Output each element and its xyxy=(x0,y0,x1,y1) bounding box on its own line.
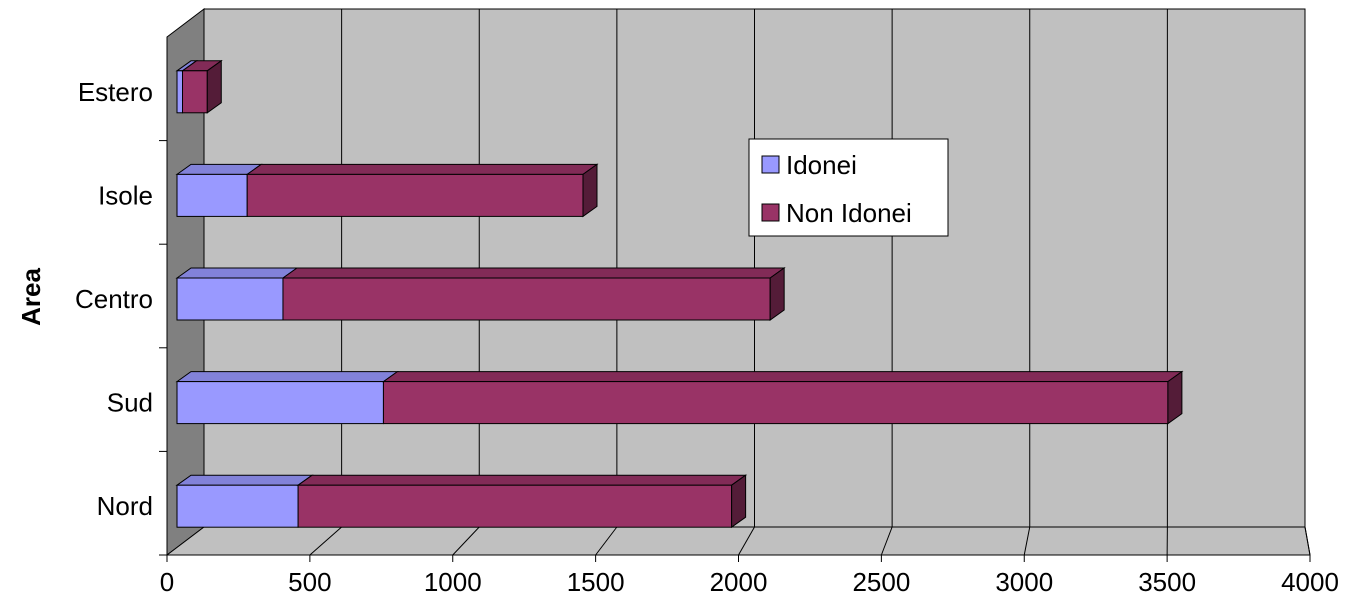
bar-top-idonei-nord xyxy=(175,474,314,486)
y-tick-label-isole: Isole xyxy=(98,180,153,210)
legend-swatch-1 xyxy=(761,203,780,222)
x-axis-ticks: 0 500 1000 1500 2000 2500 3000 3500 4000 xyxy=(160,555,1339,597)
chart-floor xyxy=(165,526,1311,556)
bar-non-idonei-nord xyxy=(297,484,733,528)
bar-top-non-idonei-centro xyxy=(281,267,786,279)
bar-idonei-isole xyxy=(176,173,248,217)
bar-top-non-idonei-nord xyxy=(296,474,748,486)
bar-side-isole xyxy=(582,163,598,218)
y-tick-label-nord: Nord xyxy=(97,491,153,521)
floor-line-1000 xyxy=(452,526,480,556)
bar-non-idonei-sud xyxy=(382,381,1169,425)
x-tick-label: 0 xyxy=(160,567,174,597)
legend-label-0: Idonei xyxy=(786,150,857,180)
legend-swatch-0 xyxy=(761,155,780,174)
y-tick-label-centro: Centro xyxy=(75,284,153,314)
legend: Idonei Non Idonei xyxy=(748,138,949,237)
x-tick-label: 2500 xyxy=(852,567,910,597)
bar-side-nord xyxy=(731,474,747,529)
bar-non-idonei-isole xyxy=(246,173,584,217)
bar-top-idonei-centro xyxy=(175,267,299,279)
floor-line-2500 xyxy=(880,526,893,556)
x-tick-label: 3500 xyxy=(1138,567,1196,597)
legend-box xyxy=(748,138,949,237)
x-tick-label: 500 xyxy=(288,567,331,597)
y-axis-title: Area xyxy=(16,268,46,326)
y-tick-label-estero: Estero xyxy=(78,77,153,107)
bar-idonei-nord xyxy=(176,484,299,528)
bar-side-estero xyxy=(206,59,222,114)
x-tick-label: 1000 xyxy=(424,567,482,597)
floor-line-3000 xyxy=(1023,526,1031,556)
bar-non-idonei-centro xyxy=(282,277,771,321)
x-tick-label: 2000 xyxy=(710,567,768,597)
bar-idonei-sud xyxy=(176,381,384,425)
x-tick-label: 1500 xyxy=(567,567,625,597)
y-tick-label-sud: Sud xyxy=(107,388,153,418)
bar-non-idonei-estero xyxy=(182,70,208,114)
x-tick-label: 4000 xyxy=(1281,567,1339,597)
bars xyxy=(175,59,1184,529)
floor-plane xyxy=(165,526,1311,556)
floor-line-500 xyxy=(309,526,342,556)
floor-line-4000 xyxy=(1304,526,1311,556)
bar-top-idonei-sud xyxy=(175,371,399,383)
y-axis-ticks: Nord Sud Centro Isole Estero xyxy=(75,37,168,556)
x-tick-label: 3000 xyxy=(995,567,1053,597)
bar-top-non-idonei-sud xyxy=(381,371,1184,383)
legend-label-1: Non Idonei xyxy=(786,198,912,228)
bar-side-centro xyxy=(769,267,785,321)
bar-idonei-centro xyxy=(176,277,284,321)
bar-side-sud xyxy=(1167,370,1183,425)
bar-idonei-estero xyxy=(176,70,184,114)
floor-line-1500 xyxy=(595,526,618,556)
bar-top-non-idonei-isole xyxy=(245,163,599,175)
floor-line-2000 xyxy=(738,526,755,556)
